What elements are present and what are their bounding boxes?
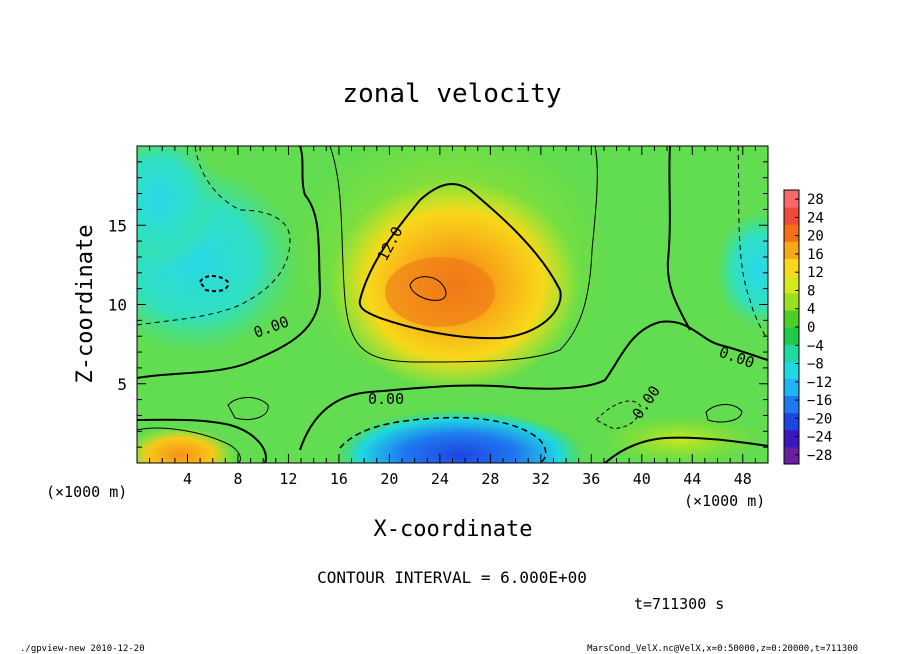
x-tick-label: 24 — [431, 470, 449, 488]
chart-title: zonal velocity — [342, 79, 561, 109]
colorbar-tick-label: −20 — [807, 411, 832, 427]
colorbar: 28 24 20 16 12 8 4 0 −4 −8 −12 −16 −20 −24 −28 — [783, 189, 832, 465]
contour-six-right-dashed — [737, 146, 768, 341]
contour-interval-text: CONTOUR INTERVAL = 6.000E+00 — [317, 568, 587, 587]
x-tick-label: 16 — [330, 470, 348, 488]
plot-area: 12.0 0.00 0.00 0.00 0.00 — [137, 146, 768, 463]
colorbar-tick-label: 16 — [807, 247, 824, 263]
contour-six-lower-left — [137, 427, 241, 463]
contour-twelve — [358, 183, 562, 340]
x-tick-label: 4 — [183, 470, 192, 488]
y-axis-ticks: 5 10 15 — [108, 161, 768, 448]
x-axis-label: X-coordinate — [374, 517, 533, 542]
colorbar-swatch — [784, 446, 799, 465]
x-tick-label: 28 — [481, 470, 499, 488]
x-tick-label: 12 — [279, 470, 297, 488]
region-upper-left-cyan-2 — [137, 146, 220, 270]
contour-negative-twelve-small — [198, 275, 230, 293]
colorbar-swatch — [784, 258, 799, 277]
colorbar-swatch — [784, 327, 799, 345]
contour-six-small-right — [705, 404, 743, 423]
x-tick-label: 36 — [582, 470, 600, 488]
contour-eighteen — [409, 276, 447, 301]
colorbar-swatch — [784, 361, 799, 379]
x-tick-label: 48 — [734, 470, 752, 488]
contour-negative-six-center-right — [595, 400, 641, 429]
colorbar-swatch — [784, 207, 799, 225]
colorbar-swatch — [784, 275, 799, 294]
colorbar-tick-label: 12 — [807, 265, 824, 281]
colorbar-swatch — [784, 292, 799, 311]
x-tick-label: 8 — [233, 470, 242, 488]
y-axis-label: Z-coordinate — [73, 225, 98, 384]
colorbar-tick-label: −24 — [807, 430, 832, 446]
region-right-cyan — [715, 210, 768, 330]
colorbar-tick-label: 20 — [807, 229, 824, 245]
contour-zero-right-lower — [604, 436, 768, 463]
time-text: t=711300 s — [634, 595, 724, 613]
region-positive-jet-core — [385, 257, 495, 327]
x-unit-label-left: (×1000 m) — [46, 483, 127, 501]
colorbar-tick-label: 8 — [807, 283, 815, 299]
contour-negative-six-dashed — [339, 416, 547, 463]
contour-negative-six-upper-left — [137, 146, 291, 326]
x-tick-label: 40 — [633, 470, 651, 488]
x-tick-label: 20 — [380, 470, 398, 488]
colorbar-swatch — [784, 378, 799, 396]
x-axis-ticks: 4 8 12 16 20 24 28 32 36 40 44 48 — [149, 146, 756, 488]
colorbar-tick-label: −8 — [807, 357, 824, 373]
contour-six-thin — [329, 146, 598, 363]
colorbar-swatch — [784, 395, 799, 414]
x-tick-label: 44 — [683, 470, 701, 488]
colorbar-swatch — [784, 224, 799, 242]
contour-six-small-bump — [227, 397, 269, 420]
y-tick-label: 5 — [117, 375, 127, 394]
colorbar-tick-label: −16 — [807, 393, 832, 409]
x-tick-label: 32 — [532, 470, 550, 488]
contour-label-zero-2: 0.00 — [368, 390, 404, 408]
colorbar-swatch — [784, 190, 799, 208]
colorbar-tick-label: −28 — [807, 448, 832, 464]
colorbar-tick-label: 24 — [807, 210, 824, 226]
colorbar-swatch — [784, 344, 799, 362]
colorbar-swatch — [784, 309, 799, 328]
footer-right: MarsCond_VelX.nc@VelX,x=0:50000,z=0:2000… — [587, 644, 858, 654]
contour-zero-upper — [137, 146, 322, 379]
region-negative-jet — [335, 410, 585, 463]
colorbar-swatch — [784, 241, 799, 259]
colorbar-tick-label: −12 — [807, 375, 832, 391]
contour-zero-middle — [299, 320, 768, 451]
footer-left: ./gpview-new 2010-12-20 — [20, 644, 145, 654]
colorbar-tick-label: 28 — [807, 192, 824, 208]
colorbar-tick-label: 0 — [807, 320, 815, 336]
contour-zero-lower — [137, 418, 267, 463]
contour-zero-right-vertical — [666, 146, 691, 331]
region-lower-right-yellowgreen — [600, 415, 760, 463]
colorbar-swatch — [784, 412, 799, 431]
x-unit-label-right: (×1000 m) — [684, 492, 765, 510]
colorbar-tick-label: 4 — [807, 302, 815, 318]
colorbar-swatch — [784, 429, 799, 448]
region-lower-left-orange — [137, 427, 235, 463]
colorbar-tick-label: −4 — [807, 338, 824, 354]
y-tick-label: 15 — [108, 216, 127, 235]
y-tick-label: 10 — [108, 296, 127, 315]
